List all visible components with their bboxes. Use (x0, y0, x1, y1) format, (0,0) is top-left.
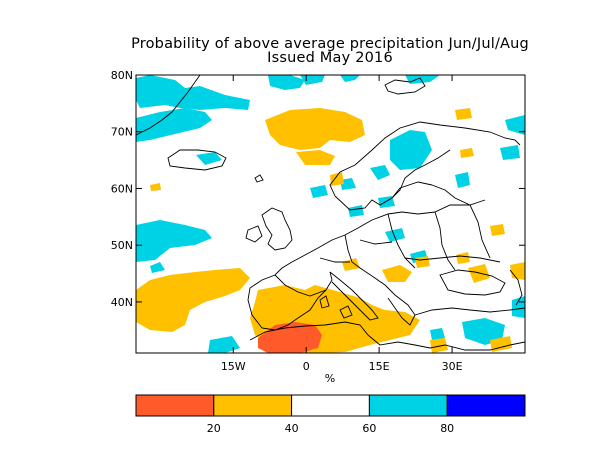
colorbar-label: 60 (362, 422, 376, 435)
colorbar-bin (446, 394, 526, 417)
colorbar-bin (213, 394, 293, 417)
lat-tick-label: 80N (111, 69, 133, 82)
longitude-axis: 15W 0 15E 30E (221, 75, 463, 373)
lon-tick-label: 0 (303, 360, 310, 373)
colorbar-bin (291, 394, 370, 417)
colorbar-labels: 20 40 60 80 (207, 422, 454, 435)
lat-tick-label: 40N (111, 296, 133, 309)
map-frame (135, 74, 526, 354)
wet-probability-areas (136, 75, 525, 353)
lon-tick-label: 15E (369, 360, 390, 373)
colorbar-label: 20 (207, 422, 221, 435)
lat-tick-label: 50N (111, 239, 133, 252)
colorbar-bin (135, 394, 215, 417)
coastlines (136, 75, 525, 351)
map-subtitle: Issued May 2016 (267, 50, 393, 66)
colorbar-label: 80 (440, 422, 454, 435)
lon-tick-label: 15W (221, 360, 246, 373)
lat-tick-label: 70N (111, 126, 133, 139)
latitude-axis: 80N 70N 60N 50N 40N (111, 69, 525, 309)
colorbar-bin (368, 394, 448, 417)
lat-tick-label: 60N (111, 182, 133, 195)
colorbar (135, 394, 526, 417)
colorbar-label: 40 (285, 422, 299, 435)
map-title: Probability of above average precipitati… (131, 36, 529, 52)
unit-label: % (325, 372, 335, 385)
lon-tick-label: 30E (442, 360, 463, 373)
map-field (136, 75, 525, 353)
